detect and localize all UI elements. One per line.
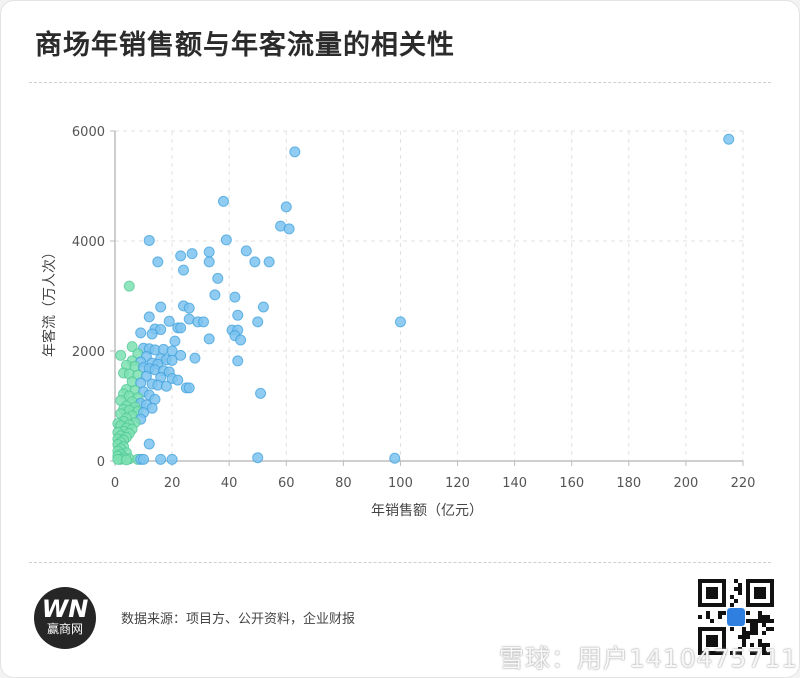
y-tick-label: 2000 (72, 345, 105, 360)
scatter-point (217, 195, 229, 207)
scatter-point (143, 234, 155, 246)
chart-ticks: 0 20 40 60 80 100 120 140 160 180 200 220 0 2000 4000 6… (72, 125, 756, 491)
scatter-point (235, 334, 247, 346)
x-tick-label: 180 (616, 476, 641, 491)
scatter-point (135, 327, 147, 339)
scatter-point (175, 322, 187, 334)
scatter-point (252, 316, 264, 328)
chart-points (112, 133, 735, 466)
scatter-point (160, 380, 172, 392)
scatter-point (143, 311, 155, 323)
x-tick-label: 20 (164, 476, 181, 491)
scatter-point (175, 250, 187, 262)
scatter-point (123, 280, 135, 292)
qr-code-icon (698, 579, 774, 655)
y-tick-label: 4000 (72, 235, 105, 250)
x-tick-label: 100 (388, 476, 413, 491)
x-tick-label: 220 (731, 476, 756, 491)
scatter-point (203, 256, 215, 268)
scatter-point (255, 387, 267, 399)
scatter-point (143, 438, 155, 450)
scatter-point (155, 324, 167, 336)
y-axis-label: 年客流（万人次） (41, 245, 58, 357)
scatter-point (183, 302, 195, 314)
scatter-point (166, 354, 178, 366)
x-tick-label: 160 (559, 476, 584, 491)
header-divider (29, 82, 771, 83)
scatter-point (197, 316, 209, 328)
scatter-point (138, 453, 150, 465)
y-tick-label: 0 (97, 455, 105, 470)
scatter-point (166, 453, 178, 465)
scatter-point (155, 301, 167, 313)
scatter-point (232, 309, 244, 321)
x-tick-label: 60 (278, 476, 295, 491)
scatter-point (280, 201, 292, 213)
scatter-point (252, 452, 264, 464)
scatter-point (169, 335, 181, 347)
x-tick-label: 40 (221, 476, 238, 491)
scatter-point (203, 246, 215, 258)
data-source-note: 数据来源：项目方、公开资料，企业财报 (121, 612, 356, 627)
scatter-point (155, 453, 167, 465)
logo-text: 赢商网 (46, 622, 83, 636)
chart-grid (115, 130, 744, 461)
scatter-point (189, 352, 201, 364)
scatter-point (146, 402, 158, 414)
scatter-point (229, 291, 241, 303)
scatter-point (263, 256, 275, 268)
scatter-point (183, 382, 195, 394)
x-tick-label: 120 (445, 476, 470, 491)
scatter-point (209, 289, 221, 301)
scatter-point (152, 256, 164, 268)
scatter-point (723, 133, 735, 145)
scatter-point (283, 223, 295, 235)
x-axis-label: 年销售额（亿元） (371, 503, 483, 519)
chart-axes (114, 131, 743, 462)
scatter-point (289, 146, 301, 158)
scatter-point (163, 315, 175, 327)
scatter-point (212, 272, 224, 284)
scatter-point (146, 328, 158, 340)
x-tick-label: 0 (111, 476, 119, 491)
scatter-point (220, 234, 232, 246)
logo-mark: WN (41, 595, 89, 623)
scatter-point (186, 248, 198, 260)
x-tick-label: 200 (673, 476, 698, 491)
scatter-point (120, 454, 132, 466)
scatter-point (257, 301, 269, 313)
watermark: 雪球：用户1410475711 (499, 644, 799, 673)
x-tick-label: 80 (335, 476, 352, 491)
scatter-point (175, 349, 187, 361)
scatter-point (115, 349, 127, 361)
scatter-point (126, 341, 138, 353)
brand-logo: WN 赢商网 (34, 587, 96, 649)
x-tick-label: 140 (502, 476, 527, 491)
scatter-point (172, 374, 184, 386)
scatter-point (178, 264, 190, 276)
scatter-point (394, 316, 406, 328)
scatter-point (389, 452, 401, 464)
scatter-point (232, 355, 244, 367)
page-title: 商场年销售额与年客流量的相关性 (35, 30, 455, 61)
scatter-point (240, 245, 252, 257)
scatter-point (203, 333, 215, 345)
y-tick-label: 6000 (72, 125, 105, 140)
footer-divider (29, 562, 771, 563)
scatter-point (249, 256, 261, 268)
scatter-chart: 0 20 40 60 80 100 120 140 160 180 200 220 0 2000 4000 6… (41, 125, 756, 519)
